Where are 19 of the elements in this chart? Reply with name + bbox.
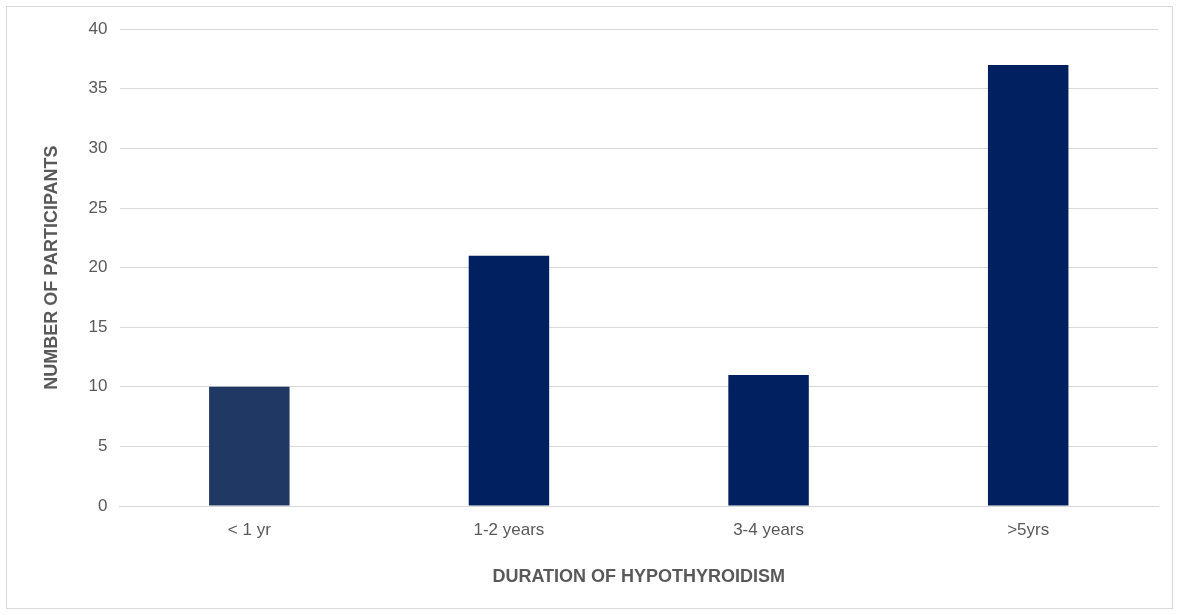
y-tick-label: 10 — [88, 376, 108, 396]
bar — [468, 255, 550, 506]
y-tick-label: 30 — [88, 138, 108, 158]
y-tick-label: 35 — [88, 78, 108, 98]
x-tick-label: 1-2 years — [473, 519, 545, 539]
y-tick-label: 0 — [98, 495, 108, 515]
y-tick-label: 25 — [88, 197, 108, 217]
bar — [728, 374, 809, 506]
x-tick-label: < 1 yr — [227, 519, 272, 539]
x-tick-label: >5yrs — [1007, 519, 1050, 539]
y-tick-label: 5 — [98, 436, 108, 456]
y-tick-label: 15 — [88, 316, 108, 336]
x-axis-title: DURATION OF HYPOTHYROIDISM — [492, 566, 786, 587]
x-tick-label: 3-4 years — [733, 519, 804, 539]
y-axis-title: NUMBER OF PARTICIPANTS — [40, 145, 61, 390]
y-tick-label: 40 — [88, 18, 108, 38]
y-tick-label: 20 — [88, 257, 108, 277]
bar — [987, 64, 1069, 506]
bar — [209, 386, 290, 506]
